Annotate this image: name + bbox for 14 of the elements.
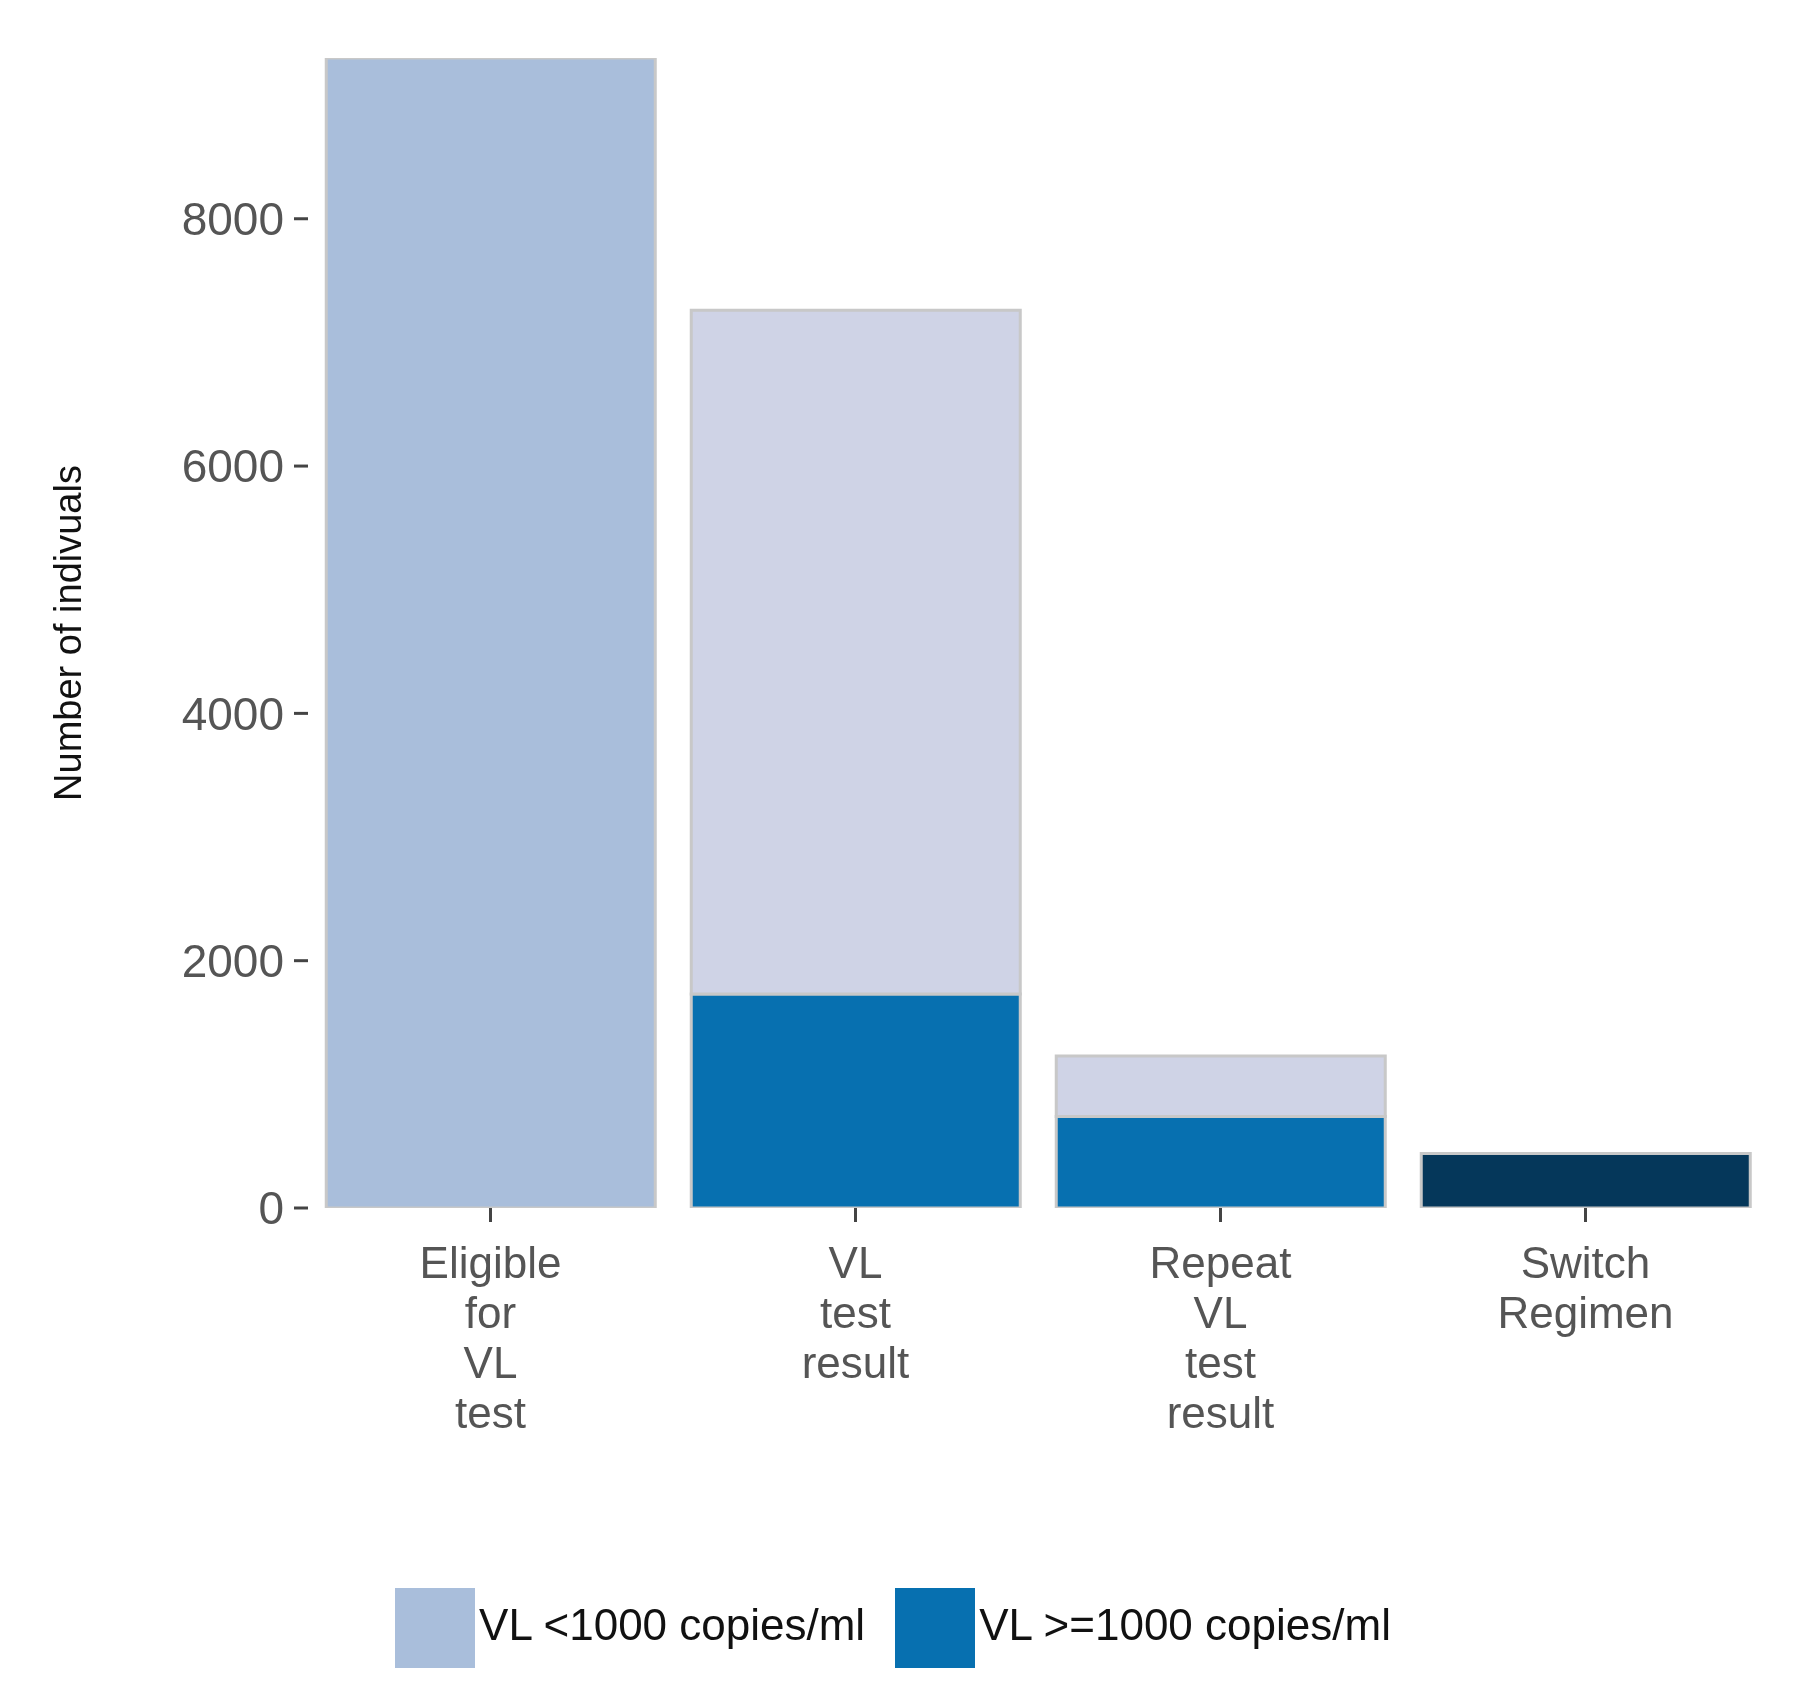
x-tick-label: Repeat VL test result (1149, 1238, 1292, 1437)
x-tick-label: VL test result (801, 1238, 910, 1387)
y-tick-label: 4000 (181, 687, 284, 740)
x-tick-label: Switch Regimen (1497, 1238, 1674, 1337)
legend-label: VL >=1000 copies/ml (979, 1599, 1391, 1649)
y-tick-label: 8000 (181, 193, 284, 246)
y-axis-title: Number of indivuals (47, 465, 90, 801)
bar (324, 58, 657, 1208)
y-tick-label: 6000 (181, 440, 284, 493)
legend-label: VL <1000 copies/ml (479, 1599, 866, 1649)
y-tick-label: 2000 (181, 935, 284, 988)
y-tick-label: 0 (258, 1182, 284, 1235)
x-tick-label: Eligible for VL test (419, 1238, 562, 1437)
bar (1419, 1152, 1752, 1208)
